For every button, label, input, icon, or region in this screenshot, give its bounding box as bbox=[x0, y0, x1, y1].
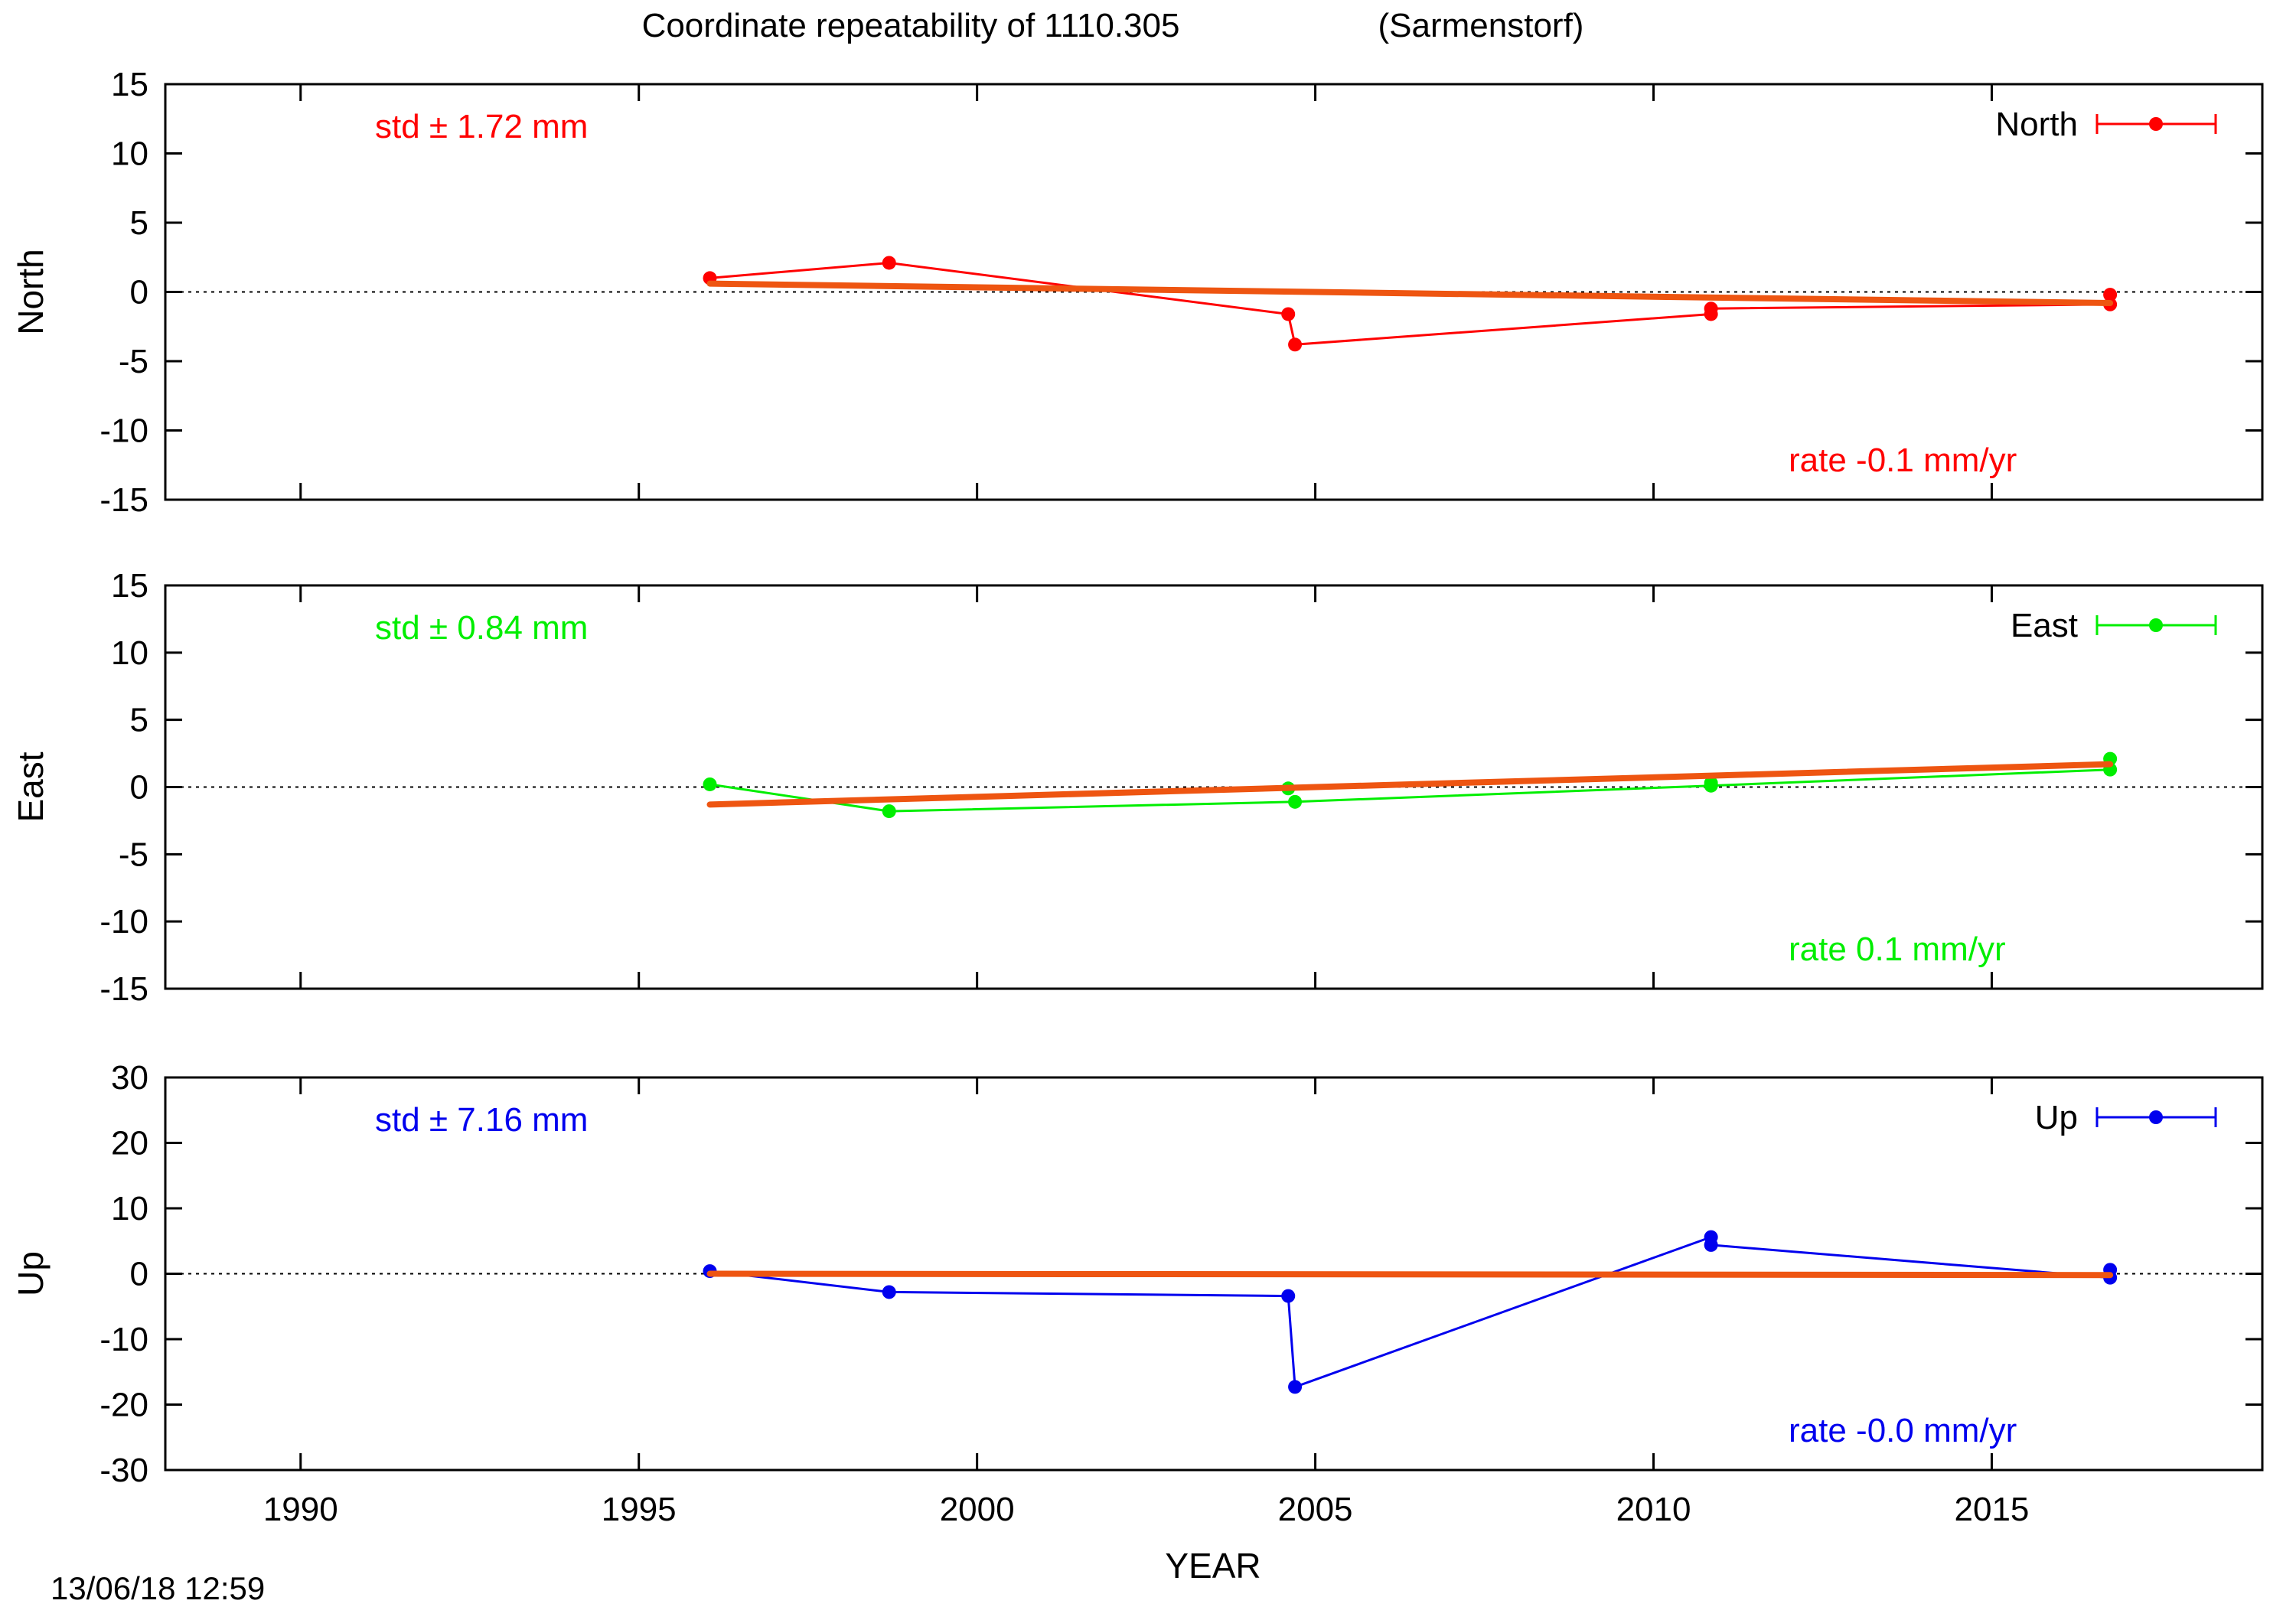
y-tick-label: -10 bbox=[99, 903, 148, 940]
x-tick-label: 2005 bbox=[1278, 1491, 1353, 1528]
x-tick-label: 2010 bbox=[1616, 1491, 1691, 1528]
y-tick-label: -15 bbox=[99, 481, 148, 519]
y-tick-label: 5 bbox=[130, 204, 148, 242]
data-point bbox=[1288, 794, 1303, 809]
x-tick-label: 1990 bbox=[263, 1491, 338, 1528]
y-tick-label: 15 bbox=[111, 66, 148, 103]
data-point bbox=[1288, 337, 1303, 352]
data-point bbox=[882, 256, 896, 270]
y-axis-title: North bbox=[11, 249, 51, 334]
y-tick-label: -20 bbox=[99, 1387, 148, 1424]
x-tick-label: 2000 bbox=[940, 1491, 1015, 1528]
legend-marker bbox=[2149, 1110, 2163, 1124]
series-line-east bbox=[709, 768, 2111, 813]
y-tick-label: 5 bbox=[130, 702, 148, 739]
chart-subtitle: (Sarmenstorf) bbox=[1378, 7, 1584, 44]
chart-panels: 15 10 5 0 -5 -10 -15 North std ± 1.72 mm rate -0.… bbox=[11, 66, 2264, 1528]
y-tick-label: 10 bbox=[111, 135, 148, 173]
rate-annotation: rate -0.0 mm/yr bbox=[1789, 1412, 2017, 1449]
rate-annotation: rate 0.1 mm/yr bbox=[1789, 931, 2006, 968]
y-tick-label: 30 bbox=[111, 1059, 148, 1097]
rate-annotation: rate -0.1 mm/yr bbox=[1789, 442, 2017, 479]
y-tick-label: -10 bbox=[99, 412, 148, 450]
y-axis-title: Up bbox=[11, 1251, 51, 1296]
data-point bbox=[1704, 302, 1718, 316]
y-tick-label: 0 bbox=[130, 769, 148, 807]
legend-label: Up bbox=[2035, 1099, 2078, 1136]
data-point bbox=[882, 1285, 896, 1299]
x-tick-label: 1995 bbox=[602, 1491, 677, 1528]
panel-north: 15 10 5 0 -5 -10 -15 North std ± 1.72 mm rate -0.… bbox=[11, 66, 2264, 519]
y-tick-label: 20 bbox=[111, 1125, 148, 1162]
y-tick-label: -5 bbox=[119, 343, 148, 380]
y-tick-label: 0 bbox=[130, 274, 148, 311]
y-tick-label: 10 bbox=[111, 1190, 148, 1227]
std-annotation: std ± 1.72 mm bbox=[375, 108, 588, 145]
trend-line bbox=[706, 761, 2114, 808]
y-tick-label: -10 bbox=[99, 1321, 148, 1358]
panel-east: 15 10 5 0 -5 -10 -15 East std ± 0.84 mm rate 0.1 … bbox=[11, 567, 2264, 1008]
x-tick-label: 2015 bbox=[1955, 1491, 2030, 1528]
trend-line bbox=[706, 1270, 2114, 1279]
data-point bbox=[1704, 1237, 1718, 1252]
y-tick-label: -30 bbox=[99, 1452, 148, 1489]
std-annotation: std ± 7.16 mm bbox=[375, 1101, 588, 1139]
trend-line bbox=[706, 280, 2114, 306]
legend-marker bbox=[2149, 618, 2163, 632]
data-point bbox=[2103, 288, 2118, 302]
y-tick-label: -15 bbox=[99, 970, 148, 1008]
y-tick-label: 0 bbox=[130, 1256, 148, 1293]
data-point bbox=[1288, 1380, 1303, 1394]
y-tick-label: -5 bbox=[119, 836, 148, 873]
std-annotation: std ± 0.84 mm bbox=[375, 609, 588, 647]
timestamp: 13/06/18 12:59 bbox=[51, 1570, 265, 1606]
legend-marker bbox=[2149, 117, 2163, 131]
y-axis-title: East bbox=[11, 751, 51, 822]
legend-label: East bbox=[2011, 607, 2078, 644]
legend-label: North bbox=[1995, 106, 2078, 143]
y-tick-label: 15 bbox=[111, 567, 148, 605]
x-axis-title: YEAR bbox=[1165, 1546, 1261, 1586]
data-point bbox=[703, 777, 717, 791]
data-point bbox=[1281, 1289, 1296, 1303]
data-point bbox=[882, 804, 896, 819]
data-point bbox=[1281, 307, 1296, 321]
data-point bbox=[1704, 776, 1718, 790]
series-line-up bbox=[709, 1235, 2112, 1389]
y-tick-label: 10 bbox=[111, 634, 148, 672]
chart-title: Coordinate repeatability of 1110.305 bbox=[642, 7, 1180, 44]
series-line-north bbox=[709, 261, 2112, 346]
